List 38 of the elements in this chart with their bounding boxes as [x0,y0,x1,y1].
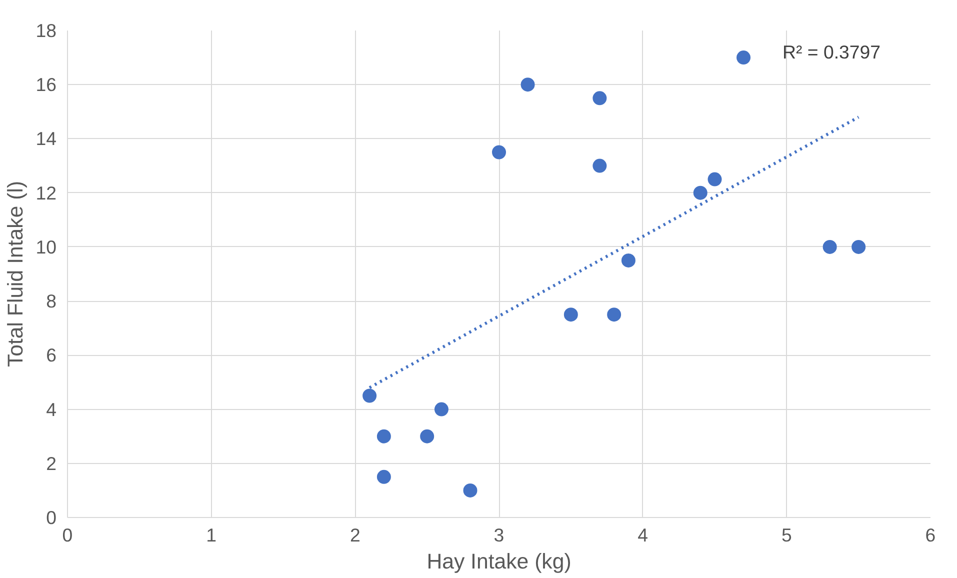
annotation: R² = 0.3797 [782,42,881,62]
y-tick-label: 16 [36,74,57,96]
y-axis-title: Total Fluid Intake (l) [4,180,28,368]
point [708,172,722,186]
point [852,240,866,254]
y-tick-label: 4 [46,398,57,420]
y-tick-label: 2 [46,452,57,474]
y-tick-label: 10 [36,236,57,258]
point [621,253,636,268]
point [434,402,448,416]
point [492,145,506,160]
x-axis-title: Hay Intake (kg) [426,550,572,574]
y-tick-label: 18 [36,20,57,41]
x-tick-label: 2 [350,524,360,546]
x-tick-label: 6 [925,524,936,546]
point [736,50,751,65]
y-tick-label: 0 [46,507,57,528]
x-tick-label: 4 [638,524,648,546]
y-tick-label: 8 [46,290,57,312]
point [362,388,377,403]
point [376,429,391,444]
point [607,308,622,322]
y-tick-label: 14 [36,128,57,150]
x-tick-label: 3 [494,524,504,546]
point [420,429,434,444]
point [592,91,607,106]
y-tick-label: 12 [36,182,57,204]
point [564,308,578,322]
x-tick-label: 1 [206,524,217,546]
point [463,483,478,498]
x-tick-label: 0 [62,524,73,546]
point [376,470,391,484]
point [822,240,837,254]
point [592,158,607,173]
x-tick-label: 5 [781,524,792,546]
point [520,78,535,92]
point [693,186,708,200]
y-tick-label: 6 [46,344,57,366]
